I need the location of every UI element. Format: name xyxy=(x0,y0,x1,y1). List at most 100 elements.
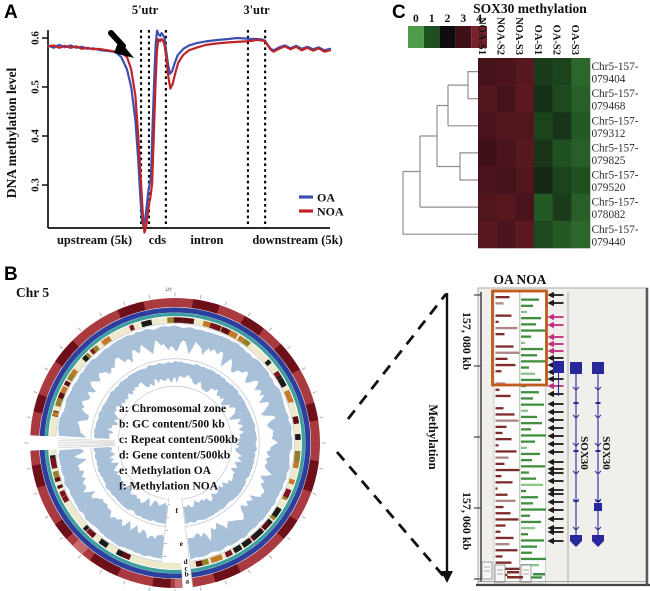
position-tick xyxy=(33,391,38,394)
ring-letter-label-f: f xyxy=(176,506,179,515)
legend-label-oa: OA xyxy=(317,191,335,205)
oa-methylation-bar xyxy=(495,518,519,521)
heatmap-cell xyxy=(552,220,572,249)
repeat-mark xyxy=(82,354,90,362)
repeat-mark xyxy=(57,392,66,400)
gene-end-arrowhead xyxy=(592,535,604,547)
noa-methylation-bar xyxy=(521,415,537,419)
position-tick xyxy=(33,492,38,495)
browser-tracks xyxy=(474,288,650,587)
repeat-mark xyxy=(59,489,67,498)
noa-methylation-bar xyxy=(521,391,539,394)
panel-a-y-axis-label: DNA methylation level xyxy=(4,68,19,199)
utr-label: 3'utr xyxy=(243,3,270,17)
heatmap-column-label: OA-S1 xyxy=(532,25,543,55)
scale-swatch xyxy=(471,26,487,48)
heatmap-cell xyxy=(552,193,572,222)
oa-methylation-bar xyxy=(495,326,518,330)
heatmap-cell xyxy=(552,166,572,195)
noa-methylation-bar xyxy=(521,329,545,332)
position-tick xyxy=(247,312,251,317)
oa-methylation-bar xyxy=(495,357,508,360)
position-tick xyxy=(123,580,126,585)
heatmap-cell xyxy=(478,112,497,140)
cpg-arrow-head-icon xyxy=(547,440,554,448)
noa-methylation-bar xyxy=(521,422,542,425)
cpg-arrow-head-icon xyxy=(547,515,554,523)
heatmap-cell xyxy=(496,139,516,167)
ring-letter-label-e: e xyxy=(180,539,184,548)
noa-methylation-bar xyxy=(521,403,544,406)
repeat-mark xyxy=(241,538,252,548)
noa-methylation-bar xyxy=(521,409,528,412)
chromosome-band-dark xyxy=(212,564,241,583)
circos-gap-wedge xyxy=(162,496,182,563)
noa-methylation-bar xyxy=(521,557,546,561)
heatmap-dendrogram xyxy=(402,71,478,235)
chromosome-band-dark xyxy=(276,515,298,539)
circos-legend-line-a: a: Chromosomal zone xyxy=(119,403,226,415)
heatmap-cell xyxy=(478,58,497,86)
position-tick xyxy=(301,515,306,519)
heatmap-column-label: OA-S3 xyxy=(569,25,580,55)
repeat-mark xyxy=(56,484,64,490)
repeat-mark xyxy=(92,344,100,353)
region-label: upstream (5k) xyxy=(57,233,132,247)
repeat-mark xyxy=(271,506,282,518)
noa-methylation-bar xyxy=(521,341,525,344)
chromosome-band-dark xyxy=(117,301,146,319)
heatmap-cell xyxy=(534,85,553,113)
noa-methylation-bar xyxy=(521,378,541,382)
annotation-arrow-head-icon xyxy=(114,40,134,58)
methylation-axis-label: Methylation xyxy=(426,404,440,469)
coordinate-label-top: 157, 080 kb xyxy=(460,312,474,371)
cpg-arrow-head-icon xyxy=(547,408,554,416)
noa-methylation-bar xyxy=(521,354,537,357)
heatmap-row-label: Chr5-157- xyxy=(592,224,639,236)
oa-methylation-bar xyxy=(495,487,498,490)
repeat-mark xyxy=(141,319,153,328)
repeat-mark xyxy=(115,549,124,557)
oa-methylation-bar xyxy=(495,302,504,305)
position-tick xyxy=(59,536,64,541)
cpg-arrow-head-icon xyxy=(547,432,554,440)
chromosome-band-dark xyxy=(274,343,300,374)
repeat-mark xyxy=(277,377,287,388)
repeat-mark xyxy=(129,324,135,332)
centromere-hatch-line xyxy=(57,440,116,443)
heatmap-cell xyxy=(515,139,535,167)
scale-swatch xyxy=(408,26,424,48)
gene-label-sox30-1: SOX30 xyxy=(578,436,590,470)
heatmap-cell xyxy=(571,58,591,86)
centromere-gap xyxy=(28,435,122,451)
heatmap-column-label: NOA-S2 xyxy=(495,17,506,55)
centromere-hatch-line xyxy=(57,444,116,447)
repeat-content-ring xyxy=(44,312,306,573)
heatmap-cell xyxy=(496,85,516,113)
chromosome-band-dark xyxy=(302,459,319,493)
chromosome-band-light xyxy=(72,539,89,555)
scale-demo-bar-oa xyxy=(507,571,519,574)
position-tick xyxy=(247,569,251,574)
scale-tick-label: 2 xyxy=(445,13,451,25)
chromosome-band-dark xyxy=(33,393,48,414)
oa-methylation-bar xyxy=(495,394,511,398)
circos-legend-line-d: d: Gene content/500kb xyxy=(119,450,230,462)
repeat-mark xyxy=(288,478,296,485)
panel-a: A DNA methylation level 0.6 0.5 0.4 0.3 5'ut… xyxy=(4,2,344,247)
cpg-arrow-head-icon xyxy=(547,477,554,485)
heatmap-cell xyxy=(496,58,516,86)
position-tick xyxy=(312,391,317,394)
heatmap-cell xyxy=(534,112,553,140)
utr-label: 5'utr xyxy=(132,3,159,17)
panel-b-letter: B xyxy=(4,264,18,285)
repeat-mark xyxy=(266,518,273,525)
oa-methylation-bar xyxy=(495,419,519,422)
gene-direction-chevron-icon xyxy=(572,470,580,475)
repeat-mark xyxy=(293,451,301,463)
oa-track-lane xyxy=(493,291,520,584)
repeat-mark xyxy=(273,371,281,379)
heatmap-cell xyxy=(534,166,553,195)
panel-a-plot: 0.6 0.5 0.4 0.3 5'utr 3'utr upstream (5k) cds in… xyxy=(30,3,345,247)
